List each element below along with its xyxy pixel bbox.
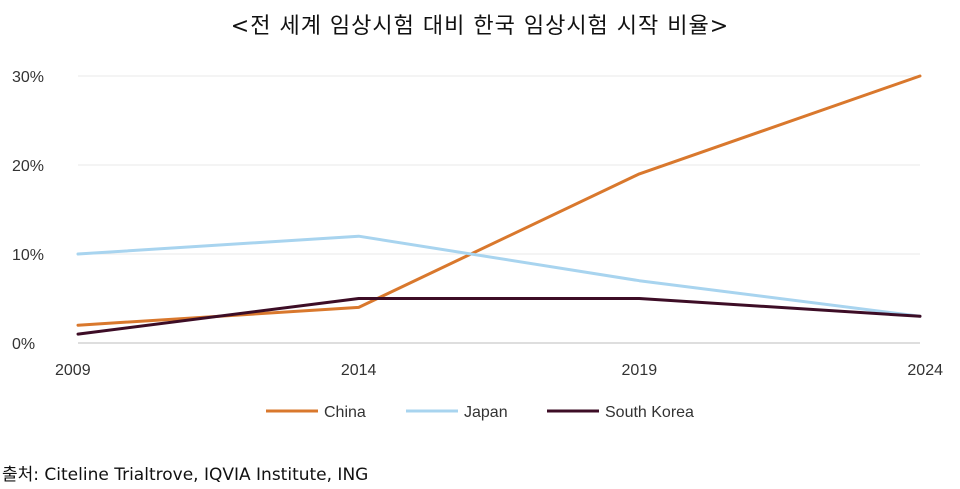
- series-line-japan: [76, 234, 922, 318]
- series-line-south-korea: [76, 297, 922, 336]
- x-tick-label: 2019: [622, 362, 658, 379]
- legend-label: China: [324, 404, 366, 421]
- y-tick-label: 0%: [12, 336, 35, 353]
- x-tick-label: 2024: [907, 362, 943, 379]
- y-tick-label: 10%: [12, 247, 44, 264]
- series-line-china: [76, 74, 922, 327]
- chart-title: <전 세계 임상시험 대비 한국 임상시험 시작 비율>: [230, 14, 730, 39]
- y-tick-label: 30%: [12, 69, 44, 86]
- y-tick-label: 20%: [12, 158, 44, 175]
- x-tick-label: 2014: [341, 362, 377, 379]
- source-note: 출처: Citeline Trialtrove, IQVIA Institute…: [2, 465, 369, 485]
- x-tick-label: 2009: [55, 362, 91, 379]
- legend-label: South Korea: [605, 404, 694, 421]
- legend-label: Japan: [464, 404, 508, 421]
